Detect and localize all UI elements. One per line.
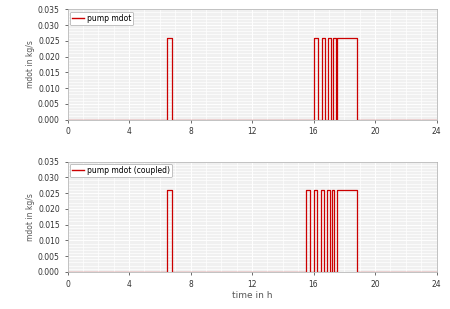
Y-axis label: mdot in kg/s: mdot in kg/s bbox=[26, 193, 35, 241]
Legend: pump mdot (coupled): pump mdot (coupled) bbox=[70, 164, 172, 177]
X-axis label: time in h: time in h bbox=[232, 291, 272, 300]
Legend: pump mdot: pump mdot bbox=[70, 11, 133, 25]
Y-axis label: mdot in kg/s: mdot in kg/s bbox=[26, 40, 35, 88]
